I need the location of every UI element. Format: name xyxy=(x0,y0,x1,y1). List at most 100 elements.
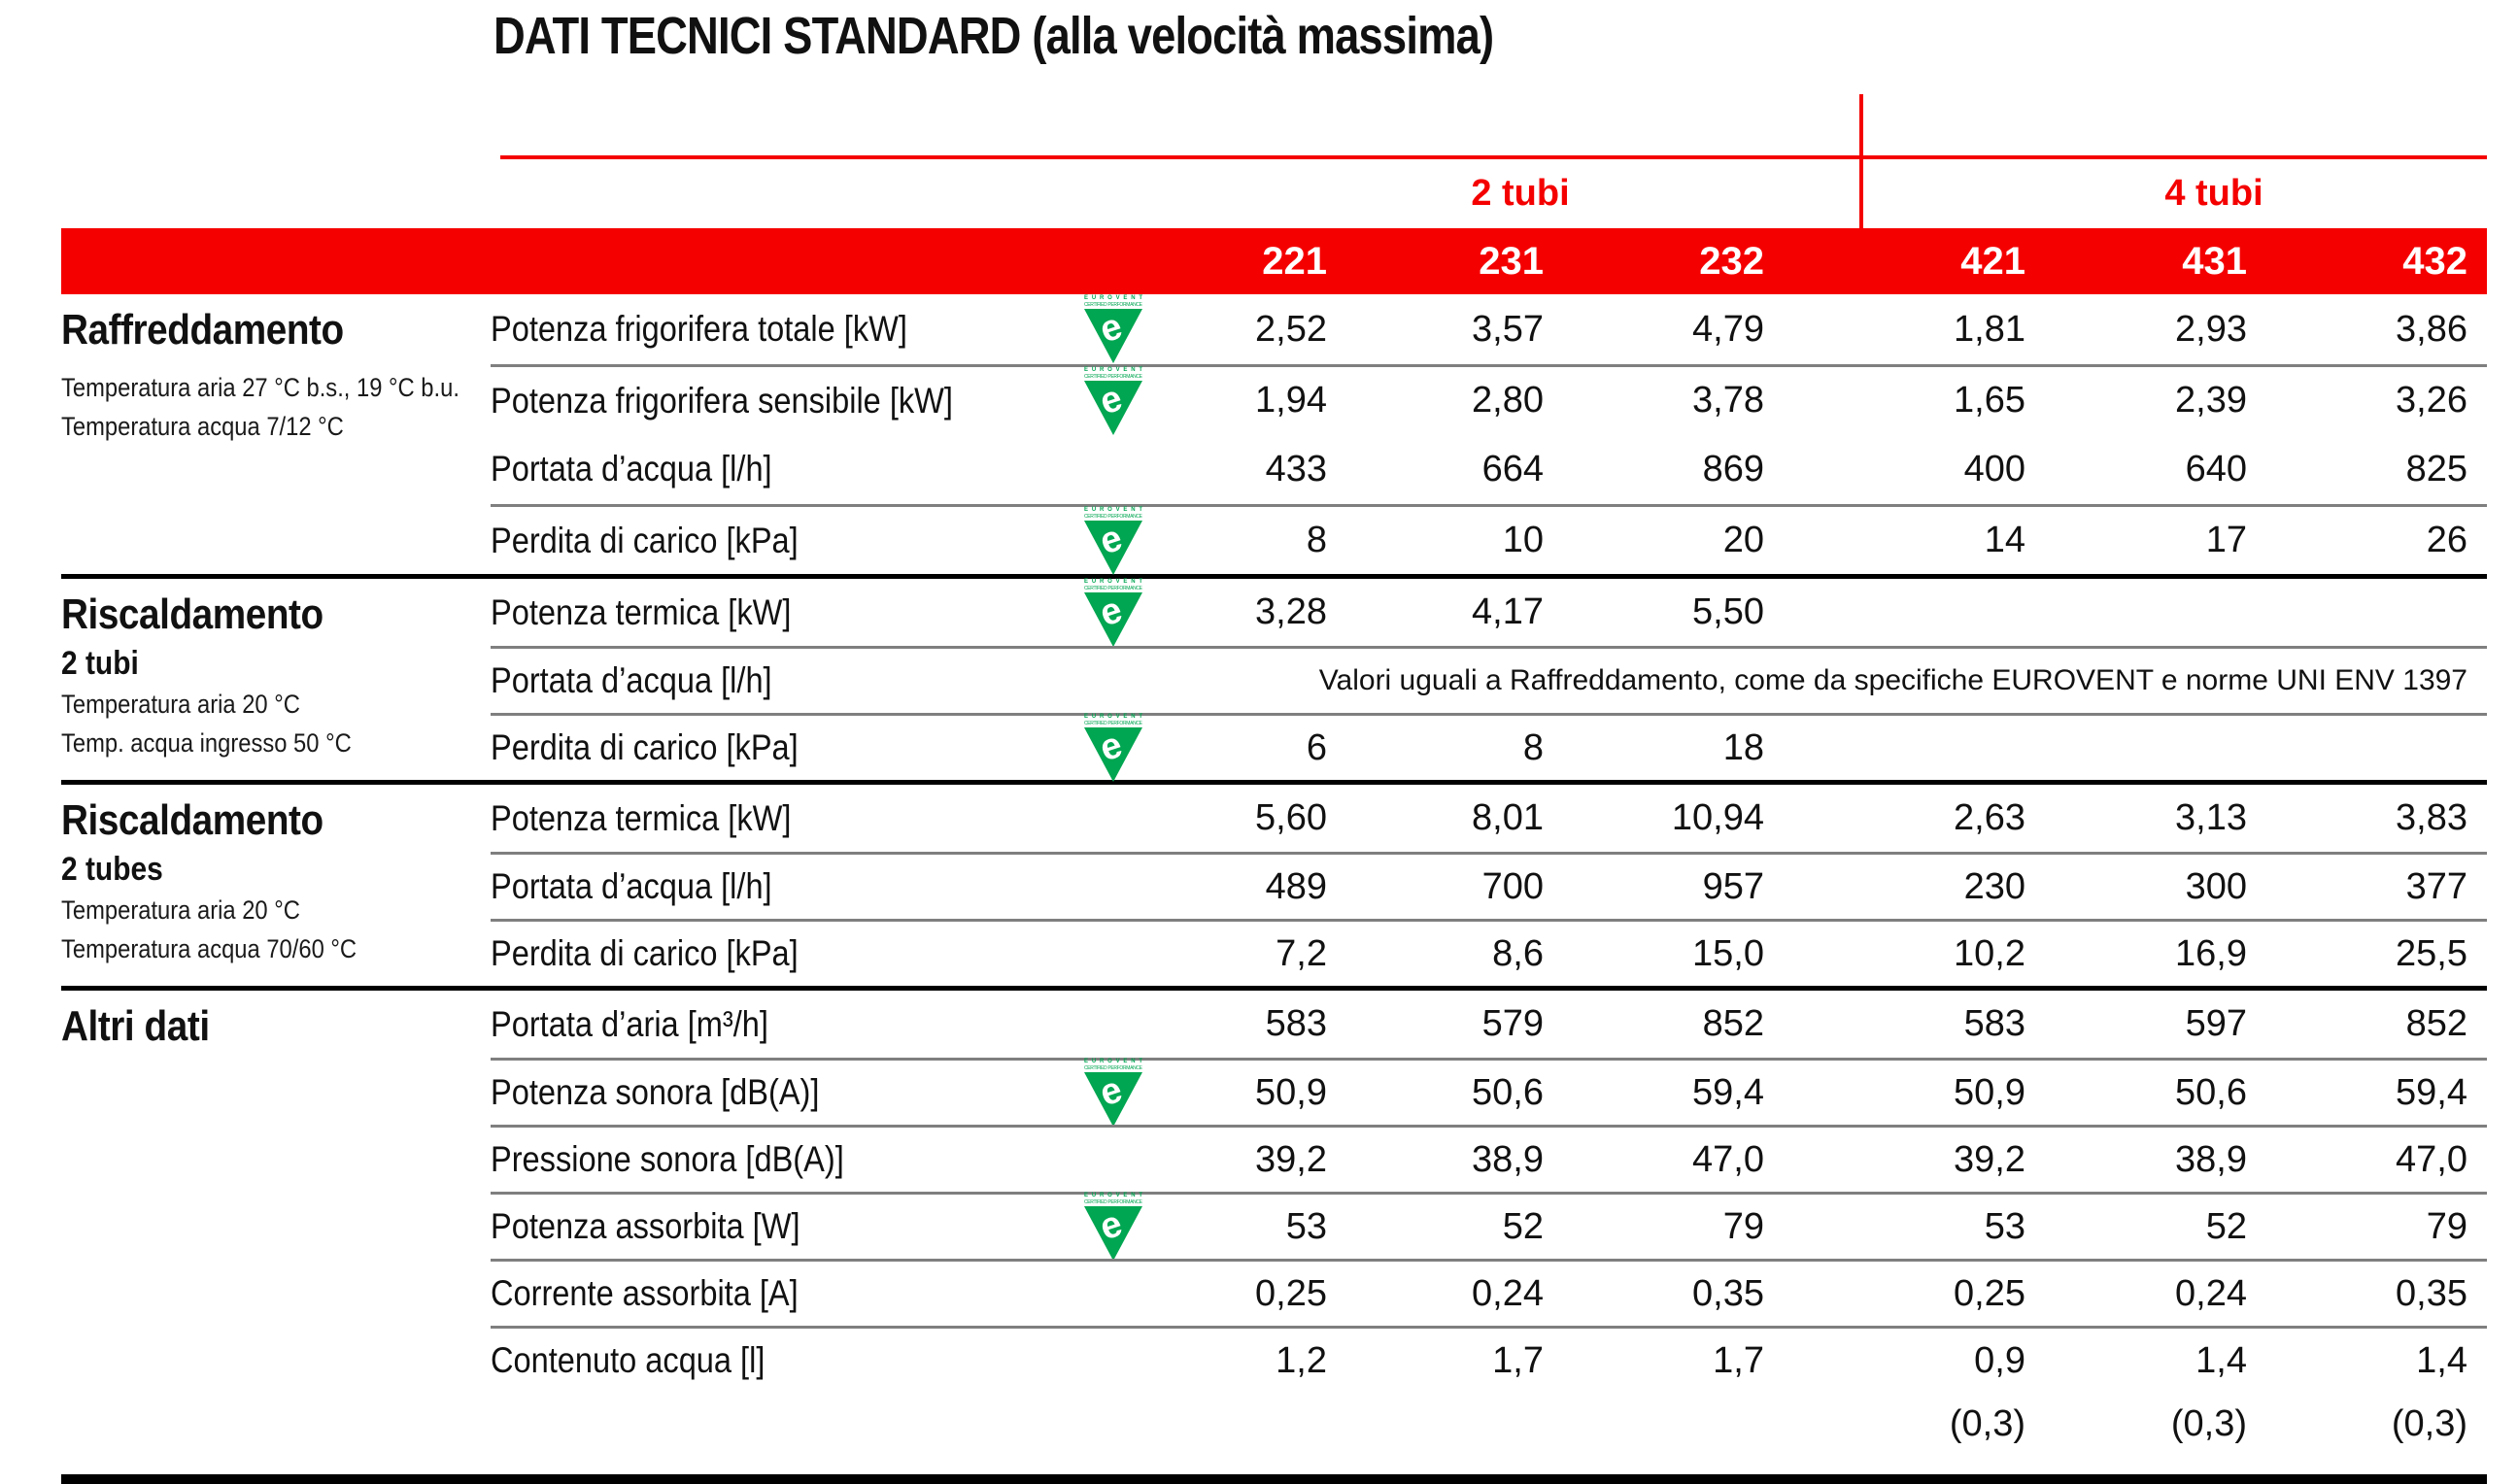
cell-value: 5,60 xyxy=(1255,797,1327,838)
cell-value: 433 xyxy=(1265,448,1327,489)
cell-value: 597 xyxy=(2185,1003,2247,1044)
cell-value: 0,9 xyxy=(1974,1339,2025,1381)
row-label: Potenza frigorifera totale [kW] xyxy=(491,309,907,349)
page-title: DATI TECNICI STANDARD (alla velocità mas… xyxy=(493,7,1494,65)
cell-value: 53 xyxy=(1285,1205,1327,1247)
cell-value: 3,86 xyxy=(2396,308,2467,350)
row-label: Potenza frigorifera sensibile [kW] xyxy=(491,380,953,421)
table-row: (0,3) (0,3) (0,3) xyxy=(491,1393,2487,1455)
eurovent-certified-icon xyxy=(1082,577,1144,649)
section-subtitle: 2 tubes xyxy=(61,851,163,888)
row-label: Potenza termica [kW] xyxy=(491,797,792,838)
cell-value: 50,9 xyxy=(1255,1071,1327,1113)
cell-value: 16,9 xyxy=(2175,932,2247,974)
cell-value: 489 xyxy=(1265,865,1327,907)
section-title: Riscaldamento xyxy=(61,590,323,638)
cell-value: 52 xyxy=(2205,1205,2247,1247)
cell-value: 1,94 xyxy=(1255,380,1327,421)
column-header: 232 xyxy=(1699,239,1764,283)
column-header: 231 xyxy=(1479,239,1544,283)
cell-value: 47,0 xyxy=(1692,1138,1764,1180)
group-header-4-tubi: 4 tubi xyxy=(2164,173,2263,214)
cell-value: 8,01 xyxy=(1472,797,1544,838)
cell-value: 59,4 xyxy=(1692,1071,1764,1113)
table-row: Potenza sonora [dB(A)] 50,9 50,6 59,4 50… xyxy=(491,1058,2487,1125)
section-note: Temp. acqua ingresso 50 °C xyxy=(61,728,352,759)
table-row: Pressione sonora [dB(A)] 39,2 38,9 47,0 … xyxy=(491,1125,2487,1192)
row-label: Contenuto acqua [l] xyxy=(491,1340,766,1380)
cell-value: 20 xyxy=(1722,520,1764,560)
section-note: Temperatura aria 20 °C xyxy=(61,690,300,719)
cell-value: 38,9 xyxy=(1472,1138,1544,1180)
section-riscaldamento-2-tubi: Riscaldamento 2 tubi Temperatura aria 20… xyxy=(61,574,2487,780)
cell-value: 6 xyxy=(1306,726,1327,768)
cell-value: 2,93 xyxy=(2175,308,2247,350)
cell-value: 59,4 xyxy=(2396,1071,2467,1113)
table-row: Contenuto acqua [l] 1,2 1,7 1,7 0,9 1,4 … xyxy=(491,1326,2487,1393)
cell-value: 1,4 xyxy=(2195,1339,2247,1381)
row-label: Potenza termica [kW] xyxy=(491,591,792,632)
cell-value: 39,2 xyxy=(1255,1138,1327,1180)
row-label: Corrente assorbita [A] xyxy=(491,1273,799,1313)
table-bottom-rule xyxy=(61,1474,2487,1484)
cell-value: (0,3) xyxy=(2170,1402,2247,1444)
cell-value: 3,28 xyxy=(1255,591,1327,632)
cell-value: (0,3) xyxy=(2391,1402,2467,1444)
table-row: Perdita di carico [kPa] 8 10 20 14 17 26 xyxy=(491,504,2487,574)
cell-value: 2,52 xyxy=(1255,308,1327,350)
cell-value: 8 xyxy=(1306,520,1327,560)
cell-value: 0,25 xyxy=(1954,1272,2025,1314)
group-header-2-tubi: 2 tubi xyxy=(1471,173,1570,214)
cell-value: 957 xyxy=(1702,865,1764,907)
table-row: Portata d’acqua [l/h] Valori uguali a Ra… xyxy=(491,646,2487,713)
column-header: 432 xyxy=(2402,239,2467,283)
cell-value: 38,9 xyxy=(2175,1138,2247,1180)
column-header: 221 xyxy=(1262,239,1327,283)
cell-value: 1,7 xyxy=(1492,1339,1544,1381)
cell-value: 39,2 xyxy=(1954,1138,2025,1180)
cell-value: 10,2 xyxy=(1954,932,2025,974)
cell-value: 8,6 xyxy=(1492,932,1544,974)
cell-value: 583 xyxy=(1265,1003,1327,1044)
cell-value: 640 xyxy=(2185,448,2247,489)
cell-value: 2,39 xyxy=(2175,380,2247,421)
row-label: Potenza assorbita [W] xyxy=(491,1206,800,1246)
cell-value: 869 xyxy=(1702,448,1764,489)
column-header: 421 xyxy=(1960,239,2025,283)
cell-value: 10 xyxy=(1502,520,1544,560)
eurovent-certified-icon xyxy=(1082,712,1144,784)
technical-data-table: 221 231 232 421 431 432 Raffreddamento T… xyxy=(61,228,2487,1484)
row-label: Perdita di carico [kPa] xyxy=(491,727,799,767)
table-row: Corrente assorbita [A] 0,25 0,24 0,35 0,… xyxy=(491,1259,2487,1326)
table-row: Potenza termica [kW] 3,28 4,17 5,50 xyxy=(491,579,2487,646)
cell-value: 825 xyxy=(2405,448,2467,489)
cell-value: 377 xyxy=(2405,865,2467,907)
section-note: Temperatura aria 20 °C xyxy=(61,895,300,925)
section-raffreddamento: Raffreddamento Temperatura aria 27 °C b.… xyxy=(61,294,2487,574)
eurovent-certified-icon xyxy=(1082,1191,1144,1263)
cell-value: 4,79 xyxy=(1692,308,1764,350)
cell-value: 1,65 xyxy=(1954,380,2025,421)
section-note: Temperatura acqua 70/60 °C xyxy=(61,934,357,964)
cell-value: 17 xyxy=(2205,520,2247,560)
table-row: Potenza termica [kW] 5,60 8,01 10,94 2,6… xyxy=(491,785,2487,852)
row-label: Portata d’aria [m³/h] xyxy=(491,1003,768,1044)
eurovent-certified-icon xyxy=(1082,505,1144,577)
cell-value: 5,50 xyxy=(1692,591,1764,632)
cell-value: 10,94 xyxy=(1671,797,1764,838)
cell-value: 3,83 xyxy=(2396,797,2467,838)
cell-value: 852 xyxy=(2405,1003,2467,1044)
cell-value: 3,57 xyxy=(1472,308,1544,350)
row-label: Portata d’acqua [l/h] xyxy=(491,449,772,489)
table-row: Perdita di carico [kPa] 6 8 18 xyxy=(491,713,2487,780)
cell-value: 79 xyxy=(1722,1205,1764,1247)
eurovent-certified-icon xyxy=(1082,293,1144,365)
cell-value: 3,13 xyxy=(2175,797,2247,838)
cell-value: 26 xyxy=(2426,520,2467,560)
cell-value: 700 xyxy=(1481,865,1544,907)
cell-value: 47,0 xyxy=(2396,1138,2467,1180)
cell-value: 0,35 xyxy=(2396,1272,2467,1314)
row-label: Pressione sonora [dB(A)] xyxy=(491,1139,844,1179)
table-row: Potenza assorbita [W] 53 52 79 53 52 79 xyxy=(491,1192,2487,1259)
table-row: Perdita di carico [kPa] 7,2 8,6 15,0 10,… xyxy=(491,919,2487,986)
